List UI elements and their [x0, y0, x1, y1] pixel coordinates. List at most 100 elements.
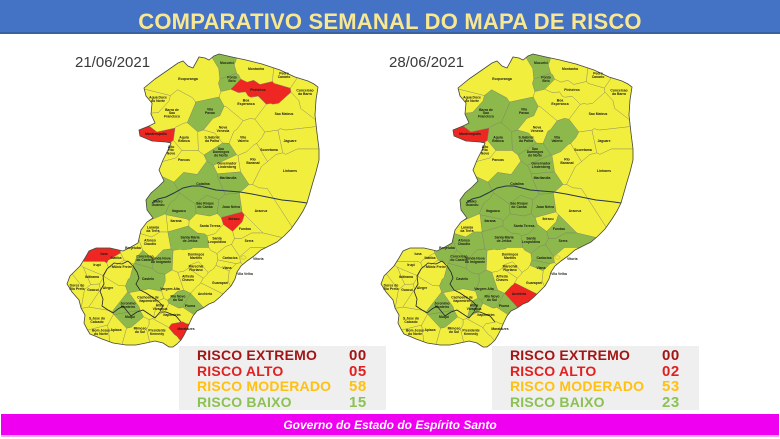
- svg-text:Brejetuba: Brejetuba: [125, 246, 141, 250]
- svg-text:Alegre: Alegre: [417, 286, 428, 290]
- svg-text:Apiaca: Apiaca: [424, 328, 435, 332]
- svg-text:Colatina: Colatina: [196, 182, 209, 186]
- svg-text:Guarapari: Guarapari: [526, 281, 542, 285]
- svg-text:Castelo: Castelo: [142, 277, 154, 281]
- svg-text:Marilandia: Marilandia: [534, 176, 551, 180]
- svg-text:Iuna: Iuna: [415, 252, 422, 256]
- svg-text:Pinheiros: Pinheiros: [564, 88, 580, 92]
- svg-text:Viana: Viana: [537, 266, 546, 270]
- svg-text:Jaguare: Jaguare: [597, 139, 610, 143]
- svg-text:Guarapari: Guarapari: [212, 281, 228, 285]
- svg-text:Muqui: Muqui: [439, 315, 449, 319]
- svg-text:Fundao: Fundao: [239, 227, 251, 231]
- svg-text:Apiaca: Apiaca: [110, 328, 121, 332]
- svg-text:Colatina: Colatina: [510, 182, 523, 186]
- svg-text:Irupi: Irupi: [93, 263, 100, 267]
- svg-text:Cariacica: Cariacica: [536, 256, 551, 260]
- svg-text:Vila Velha: Vila Velha: [237, 272, 253, 276]
- svg-text:Anchieta: Anchieta: [512, 292, 526, 296]
- svg-text:Itaguacu: Itaguacu: [486, 209, 500, 213]
- svg-text:Ibiracu: Ibiracu: [542, 217, 553, 221]
- svg-text:Aracruz: Aracruz: [569, 209, 582, 213]
- svg-text:Piuma: Piuma: [185, 304, 195, 308]
- svg-text:Alegre: Alegre: [103, 286, 114, 290]
- svg-text:Ecoporanga: Ecoporanga: [492, 77, 512, 81]
- svg-text:Marilandia: Marilandia: [220, 176, 237, 180]
- svg-text:Vargem Alta: Vargem Alta: [160, 287, 180, 291]
- svg-text:Guacui: Guacui: [401, 288, 413, 292]
- svg-text:Irupi: Irupi: [407, 263, 414, 267]
- svg-text:Muqui: Muqui: [125, 315, 135, 319]
- svg-text:Linhares: Linhares: [597, 169, 611, 173]
- svg-text:Sao Mateus: Sao Mateus: [589, 112, 608, 116]
- svg-text:Montanha: Montanha: [562, 67, 578, 71]
- svg-text:Itapemirim: Itapemirim: [163, 313, 180, 317]
- svg-text:Piuma: Piuma: [499, 304, 509, 308]
- svg-text:Mantenopolis: Mantenopolis: [459, 132, 481, 136]
- svg-text:Itarana: Itarana: [170, 219, 181, 223]
- svg-text:Viana: Viana: [223, 266, 232, 270]
- svg-text:Vila Velha: Vila Velha: [551, 272, 567, 276]
- svg-text:Ibitirama: Ibitirama: [85, 275, 99, 279]
- svg-text:Muniz Freire: Muniz Freire: [112, 265, 132, 269]
- svg-text:Muniz Freire: Muniz Freire: [426, 265, 446, 269]
- svg-text:Serra: Serra: [559, 239, 568, 243]
- svg-text:Fundao: Fundao: [553, 227, 565, 231]
- svg-text:Montanha: Montanha: [248, 67, 264, 71]
- svg-text:Castelo: Castelo: [456, 277, 468, 281]
- svg-text:Anchieta: Anchieta: [198, 292, 212, 296]
- svg-text:Pancas: Pancas: [178, 158, 190, 162]
- svg-text:Serra: Serra: [245, 239, 254, 243]
- svg-text:Aracruz: Aracruz: [255, 209, 268, 213]
